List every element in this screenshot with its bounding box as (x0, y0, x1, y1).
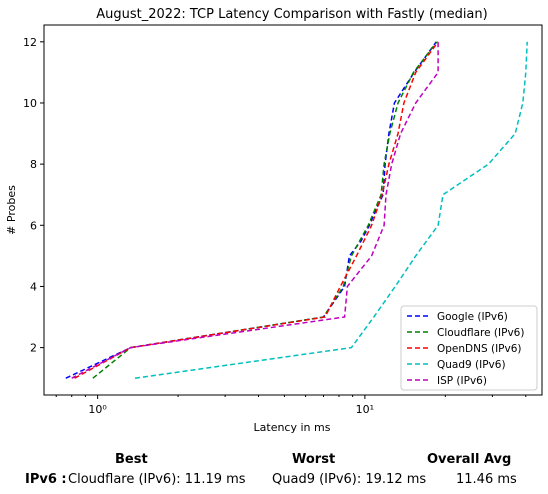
y-tick-label: 12 (23, 36, 37, 49)
legend-box (400, 305, 538, 391)
legend-label: OpenDNS (IPv6) (437, 343, 522, 355)
legend: Google (IPv6) Cloudflare (IPv6) OpenDNS (I… (400, 305, 538, 391)
overall-avg-value: 11.46 ms (456, 472, 517, 487)
series-lines (65, 41, 528, 379)
legend-label: ISP (IPv6) (437, 375, 487, 387)
latency-chart: August_2022: TCP Latency Comparison with… (5, 7, 543, 434)
y-tick-label: 6 (30, 219, 37, 232)
y-axis-label: # Probes (5, 185, 18, 235)
y-tick-label: 10 (23, 97, 37, 110)
overall-avg-heading: Overall Avg (427, 452, 512, 467)
worst-heading: Worst (292, 452, 336, 467)
x-tick-label: 10¹ (356, 403, 374, 416)
series-line-quad9-ipv6 (134, 41, 528, 379)
y-tick-label: 2 (30, 342, 37, 355)
best-value: Cloudflare (IPv6): 11.19 ms (68, 472, 246, 487)
ipv6-row-label: IPv6 : (25, 472, 67, 487)
y-axis: 2 4 6 8 10 12 (23, 36, 44, 355)
legend-label: Quad9 (IPv6) (437, 359, 506, 371)
chart-title: August_2022: TCP Latency Comparison with… (96, 7, 487, 22)
worst-value: Quad9 (IPv6): 19.12 ms (272, 472, 427, 487)
legend-label: Cloudflare (IPv6) (437, 327, 524, 339)
best-heading: Best (115, 452, 148, 467)
x-axis: 10⁰ 10¹ (55, 395, 527, 416)
legend-label: Google (IPv6) (437, 311, 508, 323)
series-line-isp-ipv6 (71, 41, 439, 379)
y-tick-label: 8 (30, 158, 37, 171)
series-line-opendns-ipv6 (74, 41, 439, 379)
x-tick-label: 10⁰ (88, 403, 107, 416)
y-tick-label: 4 (30, 280, 37, 293)
x-axis-label: Latency in ms (254, 421, 331, 434)
